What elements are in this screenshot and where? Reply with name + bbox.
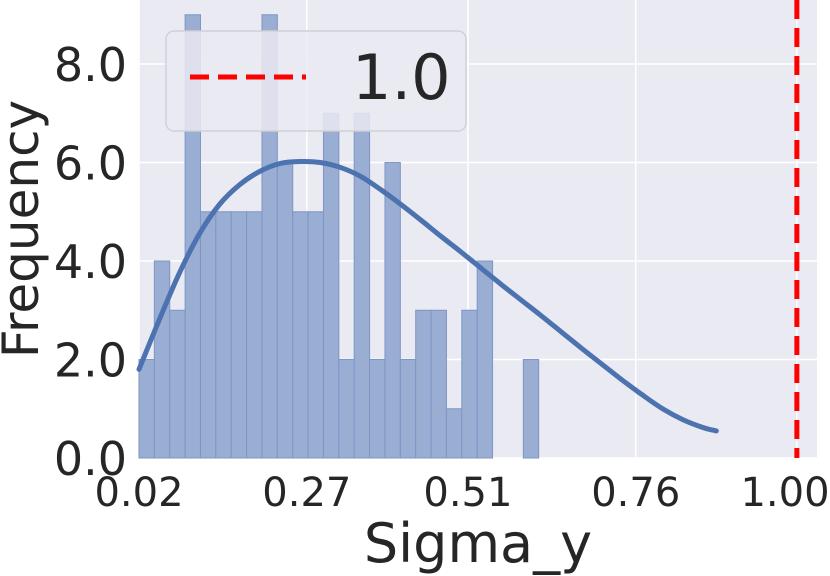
x-tick-label: 0.76 [591,470,680,516]
histogram-bar [399,359,417,459]
histogram-bar [199,211,217,459]
x-tick-label: 0.27 [262,470,351,516]
kde-curve [136,158,719,434]
histogram-bar [230,211,248,459]
y-tick-label: 0.0 [54,432,127,486]
y-tick-label: 6.0 [54,137,127,191]
x-tick-label: 0.51 [423,470,512,516]
histogram-bar [307,211,324,459]
histogram-bar [476,260,494,459]
histogram-bar [153,260,171,459]
histogram-bar [276,162,294,459]
histogram-bar [369,359,386,459]
y-axis-label: Frequency [0,100,50,358]
x-tick-label: 1.00 [740,470,829,516]
y-tick-label: 8.0 [54,38,127,92]
x-tick-labels: 0.02 0.27 0.51 0.76 1.00 [94,470,829,516]
histogram-bar [215,211,232,459]
y-tick-labels: 0.0 2.0 4.0 6.0 8.0 [54,38,127,486]
histogram-bar [353,112,371,459]
histogram-bar [430,309,447,459]
histogram-bar [138,359,155,459]
histogram-bar [522,359,540,459]
histogram-bar [292,211,309,459]
histogram-bar [415,309,432,459]
legend-box [165,30,467,132]
legend: 1.0 [165,30,467,132]
legend-entry-label: 1.0 [352,41,451,114]
histogram-bar [338,359,355,459]
x-tick-label: 0.02 [94,470,183,516]
histogram-bar [384,162,401,459]
y-tick-label: 4.0 [54,235,127,289]
x-axis-label: Sigma_y [364,512,592,575]
histogram-bar [461,309,478,459]
y-tick-label: 2.0 [54,334,127,388]
histogram-bar [445,408,463,459]
histogram-bar [169,309,186,459]
histogram-bar [246,211,263,459]
